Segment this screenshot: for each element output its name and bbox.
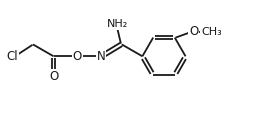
Text: NH₂: NH₂ (107, 19, 128, 29)
Text: N: N (97, 50, 106, 63)
Text: CH₃: CH₃ (201, 27, 222, 37)
Text: O: O (49, 70, 58, 83)
Text: O: O (189, 25, 198, 38)
Text: O: O (73, 50, 82, 63)
Text: Cl: Cl (6, 50, 18, 63)
